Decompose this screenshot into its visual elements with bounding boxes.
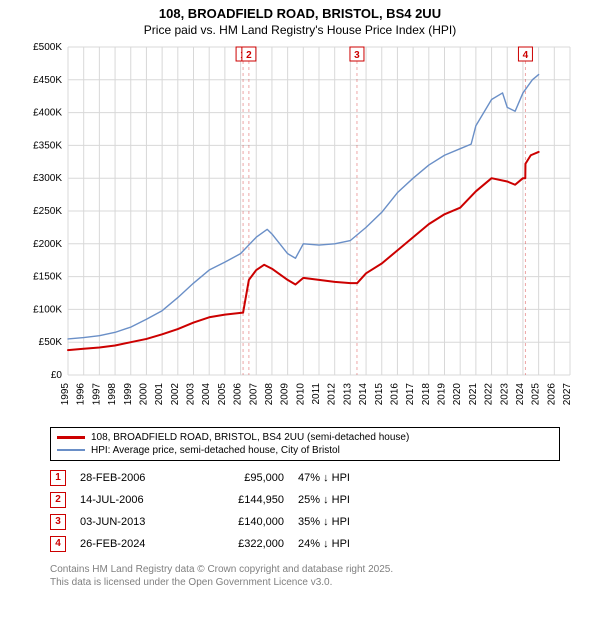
transaction-pct: 35% ↓ HPI [298,516,408,528]
svg-text:2001: 2001 [154,382,165,405]
svg-text:2016: 2016 [389,382,400,405]
transactions-table: 1 28-FEB-2006 £95,000 47% ↓ HPI 2 14-JUL-2006… [50,467,600,555]
svg-text:2: 2 [246,50,252,61]
transaction-price: £140,000 [204,516,284,528]
svg-text:2019: 2019 [437,382,448,405]
footer-line-1: Contains HM Land Registry data © Crown c… [50,563,600,576]
svg-text:2007: 2007 [248,382,259,405]
svg-text:£0: £0 [51,370,63,381]
legend-row: HPI: Average price, semi-detached house,… [57,444,553,457]
svg-text:2024: 2024 [515,382,526,405]
svg-text:3: 3 [354,50,360,61]
svg-text:1998: 1998 [107,382,118,405]
transaction-row: 1 28-FEB-2006 £95,000 47% ↓ HPI [50,467,600,489]
transaction-price: £322,000 [204,538,284,550]
svg-text:2026: 2026 [546,382,557,405]
transaction-date: 28-FEB-2006 [80,472,190,484]
svg-text:2013: 2013 [342,382,353,405]
svg-text:2010: 2010 [295,382,306,405]
svg-text:£400K: £400K [33,107,62,118]
svg-text:£500K: £500K [33,42,62,53]
svg-text:£150K: £150K [33,271,62,282]
svg-text:2022: 2022 [484,382,495,405]
legend-label: HPI: Average price, semi-detached house,… [91,445,340,456]
svg-text:2020: 2020 [452,382,463,405]
price-chart: £0 £50K £100K £150K £200K £250K £300K £350K £400… [20,41,580,421]
svg-text:1995: 1995 [60,382,71,405]
svg-text:2017: 2017 [405,382,416,405]
transaction-pct: 47% ↓ HPI [298,472,408,484]
transaction-date: 03-JUN-2013 [80,516,190,528]
page-title: 108, BROADFIELD ROAD, BRISTOL, BS4 2UU [0,0,600,23]
svg-text:2000: 2000 [138,382,149,405]
footer-attribution: Contains HM Land Registry data © Crown c… [50,563,600,589]
transaction-date: 14-JUL-2006 [80,494,190,506]
transaction-price: £95,000 [204,472,284,484]
transaction-pct: 25% ↓ HPI [298,494,408,506]
legend-swatch [57,436,85,439]
legend-swatch [57,449,85,451]
svg-text:£350K: £350K [33,140,62,151]
svg-text:2025: 2025 [531,382,542,405]
transaction-price: £144,950 [204,494,284,506]
svg-text:2002: 2002 [170,382,181,405]
svg-text:2008: 2008 [264,382,275,405]
svg-text:£200K: £200K [33,239,62,250]
legend-label: 108, BROADFIELD ROAD, BRISTOL, BS4 2UU (… [91,432,409,443]
transaction-pct: 24% ↓ HPI [298,538,408,550]
transaction-marker: 4 [50,536,66,552]
svg-text:2021: 2021 [468,382,479,405]
svg-text:2015: 2015 [374,382,385,405]
svg-text:2005: 2005 [217,382,228,405]
svg-text:4: 4 [523,50,529,61]
svg-text:2006: 2006 [233,382,244,405]
svg-text:2014: 2014 [358,382,369,405]
svg-text:2012: 2012 [327,382,338,405]
transaction-marker: 1 [50,470,66,486]
legend: 108, BROADFIELD ROAD, BRISTOL, BS4 2UU (… [50,427,560,461]
transaction-row: 2 14-JUL-2006 £144,950 25% ↓ HPI [50,489,600,511]
transaction-row: 3 03-JUN-2013 £140,000 35% ↓ HPI [50,511,600,533]
svg-text:1996: 1996 [76,382,87,405]
legend-row: 108, BROADFIELD ROAD, BRISTOL, BS4 2UU (… [57,431,553,444]
svg-text:1997: 1997 [91,382,102,405]
svg-text:2027: 2027 [562,382,573,405]
svg-text:2003: 2003 [186,382,197,405]
transaction-marker: 3 [50,514,66,530]
svg-text:£250K: £250K [33,206,62,217]
svg-text:£450K: £450K [33,75,62,86]
footer-line-2: This data is licensed under the Open Gov… [50,576,600,589]
transaction-marker: 2 [50,492,66,508]
svg-text:2011: 2011 [311,382,322,404]
svg-text:2009: 2009 [280,382,291,405]
svg-text:2018: 2018 [421,382,432,405]
transaction-row: 4 26-FEB-2024 £322,000 24% ↓ HPI [50,533,600,555]
chart-svg: £0 £50K £100K £150K £200K £250K £300K £350K £400… [20,41,580,421]
page-subtitle: Price paid vs. HM Land Registry's House … [0,23,600,41]
transaction-date: 26-FEB-2024 [80,538,190,550]
svg-text:1999: 1999 [123,382,134,405]
svg-text:£100K: £100K [33,304,62,315]
svg-text:£300K: £300K [33,173,62,184]
svg-text:£50K: £50K [39,337,63,348]
svg-text:2023: 2023 [499,382,510,405]
svg-text:2004: 2004 [201,382,212,405]
